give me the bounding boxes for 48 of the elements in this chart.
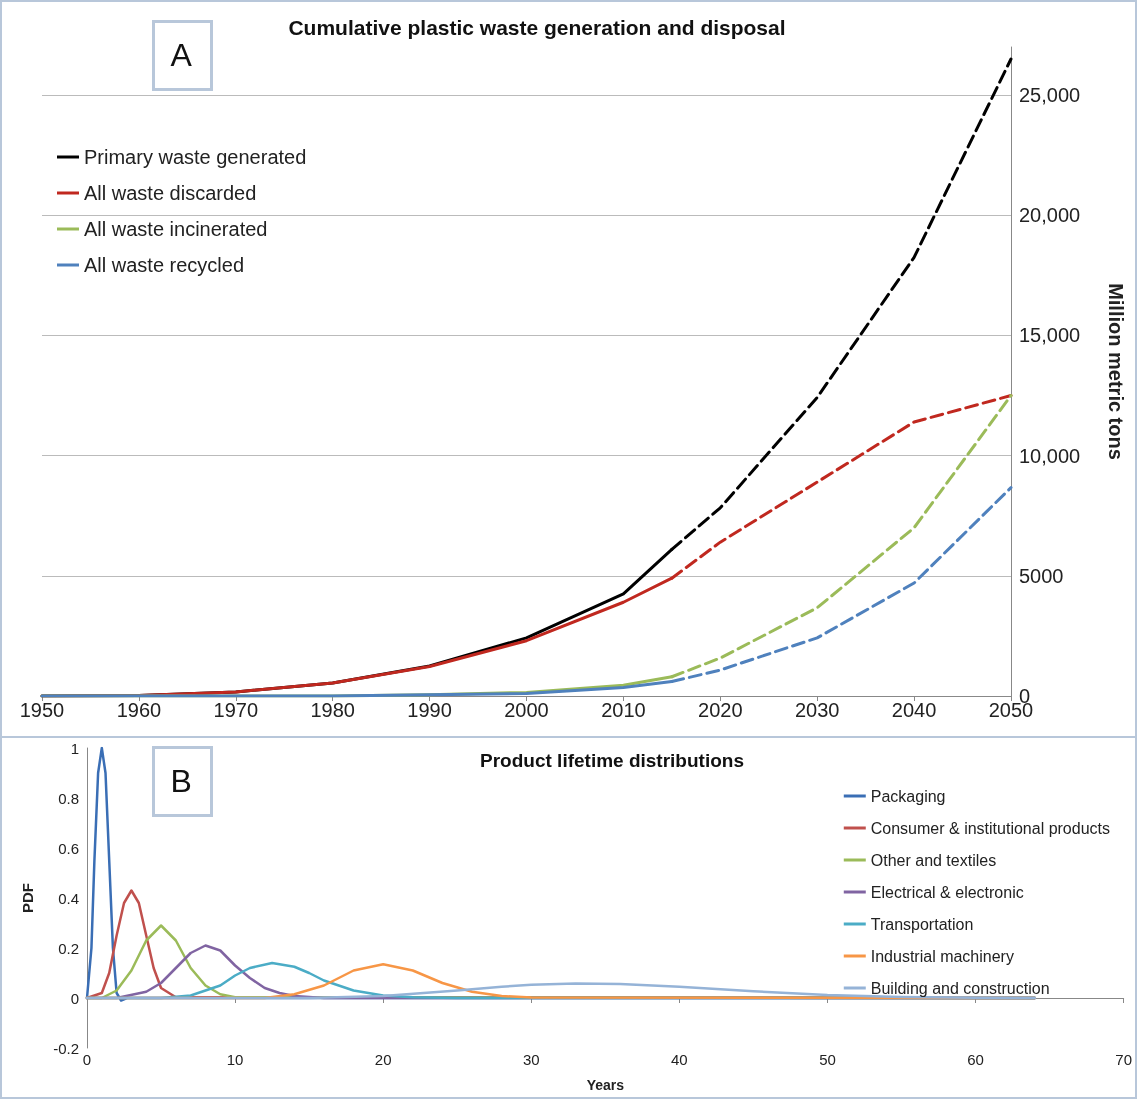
annotation: A [170, 36, 193, 73]
x-tick-label: 70 [1115, 1051, 1132, 1068]
x-tick-label: 1960 [116, 699, 162, 721]
legend-label: Primary waste generated [84, 146, 307, 168]
legend-label: Electrical & electronic [870, 883, 1024, 901]
y-tick-label: 0.4 [58, 889, 79, 907]
y-tick-label: 15,000 [1019, 324, 1081, 347]
legend-label: All waste incinerated [84, 218, 268, 240]
x-tick-label: 1970 [213, 699, 259, 721]
x-tick-label: 2020 [698, 699, 743, 721]
legend-label: All waste discarded [84, 182, 257, 204]
y-tick-label: 10,000 [1019, 444, 1081, 467]
x-tick-label: 1990 [407, 699, 452, 721]
legend-label: All waste recycled [84, 254, 245, 276]
y-tick-label: 5000 [1019, 564, 1064, 587]
legend-label: Transportation [870, 915, 974, 933]
annotation: B [170, 762, 192, 799]
legend-label: Packaging [870, 787, 946, 805]
x-tick-label: 2040 [891, 699, 937, 721]
x-tick-label: 2010 [601, 699, 646, 721]
y-tick-label: 0.8 [58, 789, 79, 807]
chart-title: Product lifetime distributions [480, 750, 744, 771]
x-tick-label: 10 [226, 1051, 244, 1068]
y-tick-label: 1 [70, 739, 79, 757]
legend-label: Consumer & institutional products [870, 819, 1111, 837]
x-tick-label: 20 [374, 1051, 392, 1068]
y-tick-label: 0 [70, 989, 79, 1007]
x-axis-title: Years [586, 1077, 625, 1093]
y-tick-label: 25,000 [1019, 84, 1081, 107]
y-axis-title: Million metric tons [1105, 283, 1127, 460]
x-tick-label: 30 [522, 1051, 540, 1068]
x-tick-label: 50 [819, 1051, 836, 1068]
x-tick-label: 2030 [794, 699, 840, 721]
chart-title: Cumulative plastic waste generation and disposal [288, 16, 786, 39]
y-tick-label: 20,000 [1019, 204, 1081, 227]
y-tick-label: 0.6 [58, 839, 79, 857]
legend-label: Other and textiles [870, 851, 997, 869]
x-tick-label: 40 [671, 1051, 688, 1068]
x-tick-label: 0 [82, 1051, 92, 1068]
x-tick-label: 1950 [19, 699, 65, 721]
x-tick-label: 60 [967, 1051, 984, 1068]
legend-label: Industrial machinery [870, 947, 1014, 965]
legend-label: Building and construction [870, 979, 1050, 997]
y-tick-label: 0.2 [58, 939, 79, 957]
y-tick-label: -0.2 [53, 1039, 79, 1057]
x-tick-label: 2000 [504, 699, 549, 721]
x-tick-label: 1980 [310, 699, 355, 721]
y-axis-title: PDF [19, 883, 36, 913]
